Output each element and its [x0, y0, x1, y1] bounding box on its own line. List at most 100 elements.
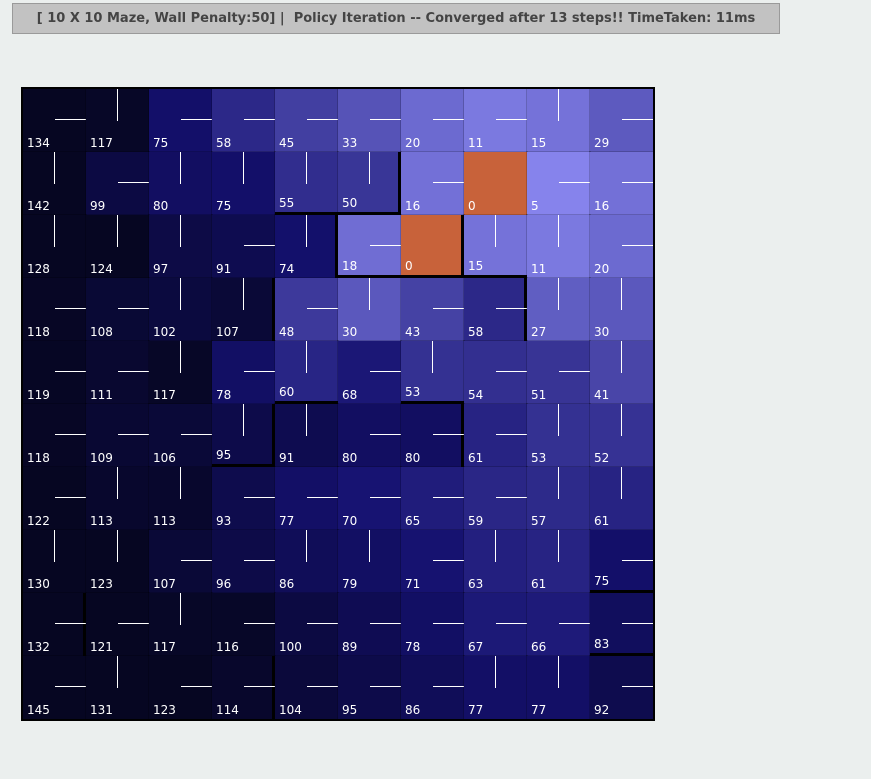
maze-cell[interactable]: 55 [274, 151, 339, 216]
maze-cell[interactable]: 75 [589, 529, 654, 594]
maze-cell[interactable]: 91 [274, 403, 339, 468]
maze-cell[interactable]: 11 [463, 88, 528, 153]
maze-cell[interactable]: 50 [337, 151, 402, 216]
maze-grid[interactable]: 134 117 75 58 45 33 20 11 15 29 142 99 80 75 55 50 16 0 5 1… [21, 87, 655, 721]
maze-cell[interactable]: 80 [148, 151, 213, 216]
maze-cell[interactable]: 30 [337, 277, 402, 342]
maze-cell[interactable]: 80 [337, 403, 402, 468]
maze-cell[interactable]: 61 [526, 529, 591, 594]
maze-cell[interactable]: 131 [85, 655, 150, 720]
maze-cell[interactable]: 130 [22, 529, 87, 594]
maze-cell[interactable]: 107 [211, 277, 276, 342]
maze-cell[interactable]: 71 [400, 529, 465, 594]
maze-cell[interactable]: 111 [85, 340, 150, 405]
maze-cell[interactable]: 59 [463, 466, 528, 531]
maze-cell[interactable]: 0 [463, 151, 528, 216]
maze-cell[interactable]: 132 [22, 592, 87, 657]
maze-cell[interactable]: 123 [148, 655, 213, 720]
maze-cell[interactable]: 45 [274, 88, 339, 153]
maze-cell[interactable]: 92 [589, 655, 654, 720]
maze-cell[interactable]: 79 [337, 529, 402, 594]
maze-cell[interactable]: 99 [85, 151, 150, 216]
maze-cell[interactable]: 116 [211, 592, 276, 657]
maze-cell[interactable]: 96 [211, 529, 276, 594]
maze-cell[interactable]: 27 [526, 277, 591, 342]
maze-cell[interactable]: 83 [589, 592, 654, 657]
maze-cell[interactable]: 63 [463, 529, 528, 594]
maze-cell[interactable]: 109 [85, 403, 150, 468]
maze-cell[interactable]: 51 [526, 340, 591, 405]
maze-cell[interactable]: 43 [400, 277, 465, 342]
maze-cell[interactable]: 75 [148, 88, 213, 153]
maze-cell[interactable]: 67 [463, 592, 528, 657]
maze-cell[interactable]: 78 [211, 340, 276, 405]
maze-cell[interactable]: 77 [526, 655, 591, 720]
maze-cell[interactable]: 33 [337, 88, 402, 153]
maze-cell[interactable]: 16 [589, 151, 654, 216]
maze-cell[interactable]: 70 [337, 466, 402, 531]
maze-cell[interactable]: 86 [400, 655, 465, 720]
maze-cell[interactable]: 113 [85, 466, 150, 531]
maze-cell[interactable]: 77 [463, 655, 528, 720]
maze-cell[interactable]: 15 [526, 88, 591, 153]
maze-cell[interactable]: 89 [337, 592, 402, 657]
maze-cell[interactable]: 74 [274, 214, 339, 279]
maze-cell[interactable]: 0 [400, 214, 465, 279]
maze-cell[interactable]: 75 [211, 151, 276, 216]
maze-cell[interactable]: 54 [463, 340, 528, 405]
maze-cell[interactable]: 20 [400, 88, 465, 153]
maze-cell[interactable]: 142 [22, 151, 87, 216]
maze-cell[interactable]: 61 [463, 403, 528, 468]
maze-cell[interactable]: 100 [274, 592, 339, 657]
maze-cell[interactable]: 60 [274, 340, 339, 405]
maze-cell[interactable]: 30 [589, 277, 654, 342]
maze-cell[interactable]: 86 [274, 529, 339, 594]
maze-cell[interactable]: 20 [589, 214, 654, 279]
maze-cell[interactable]: 29 [589, 88, 654, 153]
maze-cell[interactable]: 117 [148, 340, 213, 405]
maze-cell[interactable]: 66 [526, 592, 591, 657]
maze-cell[interactable]: 58 [463, 277, 528, 342]
maze-cell[interactable]: 41 [589, 340, 654, 405]
maze-cell[interactable]: 61 [589, 466, 654, 531]
maze-cell[interactable]: 11 [526, 214, 591, 279]
maze-cell[interactable]: 118 [22, 403, 87, 468]
maze-cell[interactable]: 117 [85, 88, 150, 153]
maze-cell[interactable]: 16 [400, 151, 465, 216]
maze-cell[interactable]: 57 [526, 466, 591, 531]
maze-cell[interactable]: 121 [85, 592, 150, 657]
maze-cell[interactable]: 77 [274, 466, 339, 531]
maze-cell[interactable]: 48 [274, 277, 339, 342]
maze-cell[interactable]: 119 [22, 340, 87, 405]
maze-cell[interactable]: 95 [337, 655, 402, 720]
maze-cell[interactable]: 93 [211, 466, 276, 531]
maze-cell[interactable]: 108 [85, 277, 150, 342]
maze-cell[interactable]: 145 [22, 655, 87, 720]
maze-cell[interactable]: 58 [211, 88, 276, 153]
maze-cell[interactable]: 118 [22, 277, 87, 342]
maze-cell[interactable]: 65 [400, 466, 465, 531]
maze-cell[interactable]: 123 [85, 529, 150, 594]
maze-cell[interactable]: 68 [337, 340, 402, 405]
maze-cell[interactable]: 124 [85, 214, 150, 279]
maze-cell[interactable]: 18 [337, 214, 402, 279]
maze-cell[interactable]: 104 [274, 655, 339, 720]
maze-cell[interactable]: 122 [22, 466, 87, 531]
maze-cell[interactable]: 114 [211, 655, 276, 720]
maze-cell[interactable]: 97 [148, 214, 213, 279]
maze-cell[interactable]: 106 [148, 403, 213, 468]
maze-cell[interactable]: 53 [526, 403, 591, 468]
maze-cell[interactable]: 113 [148, 466, 213, 531]
maze-cell[interactable]: 78 [400, 592, 465, 657]
maze-cell[interactable]: 52 [589, 403, 654, 468]
maze-cell[interactable]: 53 [400, 340, 465, 405]
maze-cell[interactable]: 134 [22, 88, 87, 153]
maze-cell[interactable]: 95 [211, 403, 276, 468]
maze-cell[interactable]: 102 [148, 277, 213, 342]
maze-cell[interactable]: 80 [400, 403, 465, 468]
maze-cell[interactable]: 128 [22, 214, 87, 279]
maze-cell[interactable]: 107 [148, 529, 213, 594]
maze-cell[interactable]: 15 [463, 214, 528, 279]
maze-cell[interactable]: 91 [211, 214, 276, 279]
maze-cell[interactable]: 5 [526, 151, 591, 216]
